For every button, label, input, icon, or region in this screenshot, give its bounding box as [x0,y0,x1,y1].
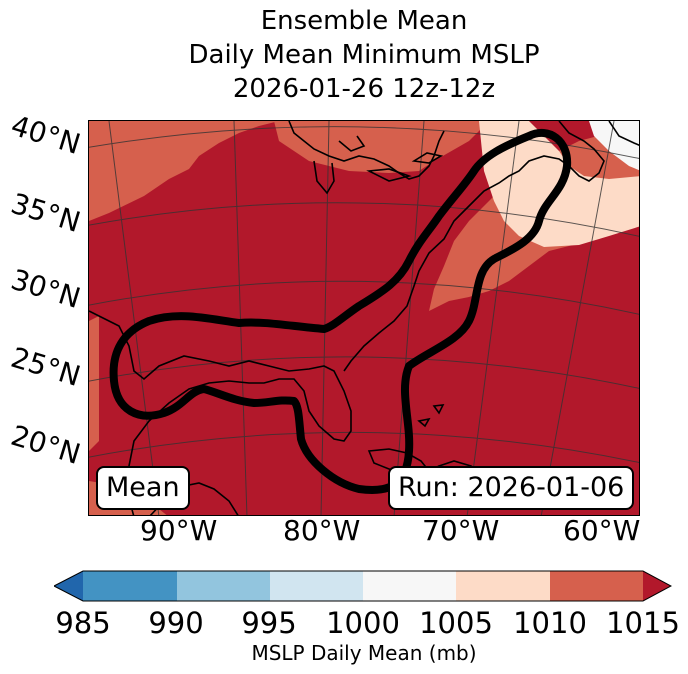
grid-lat-20 [89,431,639,464]
title-line-1: Ensemble Mean [260,6,468,36]
grid-lat-30 [89,280,639,315]
title-line-3: 2026-01-26 12z-12z [232,74,496,104]
lat-label-20n: 20°N [7,418,85,471]
mean-label-box: Mean [96,466,190,510]
colorbar-segment-995-1000 [270,571,363,601]
lake-erie [366,168,412,182]
lon-label-60w: 60°W [563,514,641,547]
newfoundland [608,121,639,147]
colorbar-tick-995: 995 [241,606,297,640]
colorbar-extend-high [643,571,671,601]
colorbar-tick-990: 990 [148,606,204,640]
lake-huron [338,135,366,152]
colorbar-tick-1005: 1005 [419,606,493,640]
colorbar [54,570,672,602]
lake-ontario [411,152,444,164]
colorbar-border [54,570,672,602]
colorbar-segment-1005-1010 [456,571,550,601]
east-coast [343,121,605,372]
grid-lat-25 [89,356,639,389]
grid-lon-90 [108,121,160,515]
bahamas-2 [432,404,445,415]
lat-label-35n: 35°N [7,186,85,239]
track-outline [109,128,572,494]
title-line-2: Daily Mean Minimum MSLP [188,40,540,70]
lon-label-70w: 70°W [422,514,500,547]
lat-label-25n: 25°N [7,340,85,393]
colorbar-extend-low [54,571,83,601]
lake-michigan [313,160,335,195]
colorbar-tick-985: 985 [55,606,111,640]
grid-lon-70 [466,121,520,515]
colorbar-segment-1000-1005 [363,571,456,601]
colorbar-label: MSLP Daily Mean (mb) [251,641,477,665]
colorbar-tick-1015: 1015 [606,606,680,640]
grid-lat-40 [89,126,639,160]
lon-label-90w: 90°W [140,514,218,547]
lat-label-40n: 40°N [7,108,85,161]
colorbar-tick-1000: 1000 [326,606,400,640]
grid-lat-35 [89,202,639,237]
colorbar-segment-985-990 [83,571,177,601]
graticule [89,121,639,515]
lat-label-30n: 30°N [7,262,85,315]
map-panel [88,120,640,516]
colorbar-tick-1010: 1010 [513,606,587,640]
figure-title: Ensemble Mean Daily Mean Minimum MSLP 20… [0,4,688,106]
colorbar-segment-990-995 [177,571,270,601]
grid-lon-80 [320,121,330,515]
field-1010-west-strip [89,316,99,451]
field-1010-west [89,121,279,221]
colorbar-segment-1010-1015 [550,571,643,601]
map-canvas [89,121,639,515]
field-1000-northeast [589,121,639,171]
gulf-coast [89,310,352,515]
bahamas-1 [417,417,431,428]
grid-lon-65 [540,121,615,515]
lon-label-80w: 80°W [283,514,361,547]
run-date-box: Run: 2026-01-06 [388,466,635,510]
